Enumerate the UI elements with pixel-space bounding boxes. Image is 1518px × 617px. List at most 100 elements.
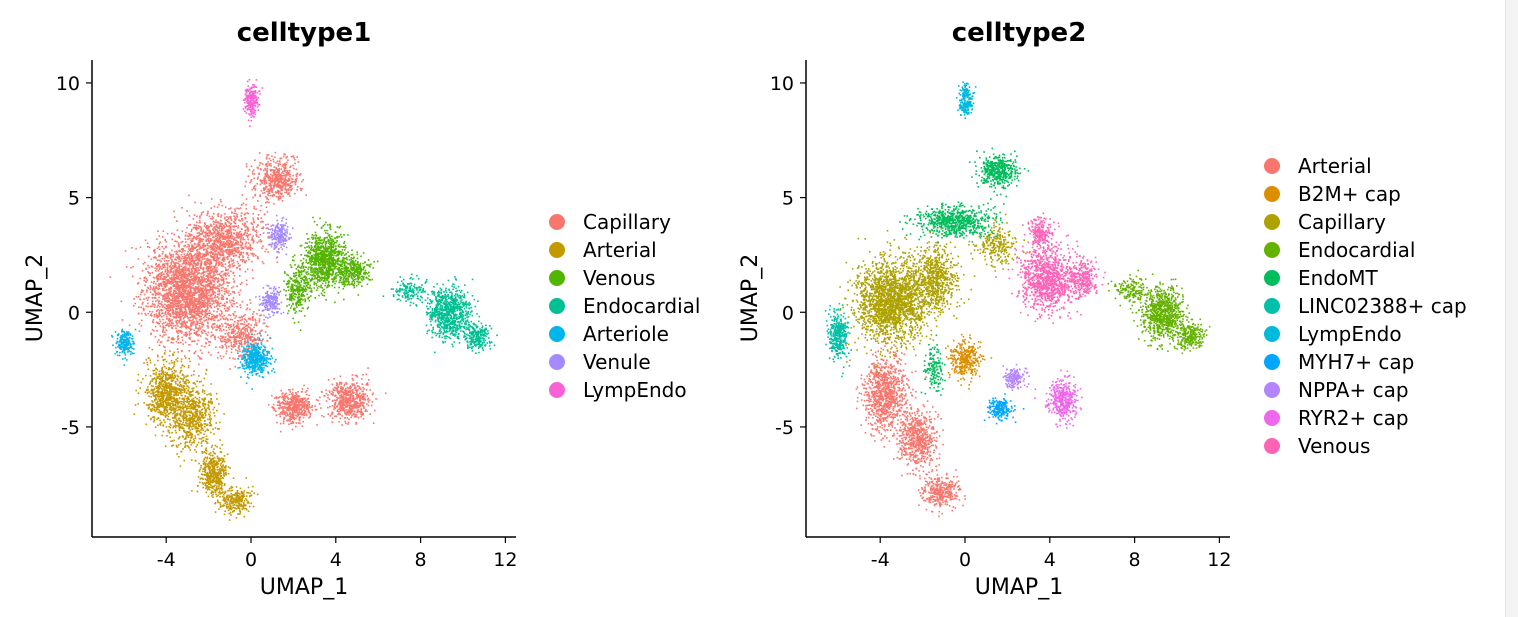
- point: [278, 190, 281, 193]
- point: [209, 312, 212, 315]
- point: [216, 326, 218, 328]
- point: [236, 327, 238, 329]
- point: [175, 292, 177, 295]
- point: [209, 276, 212, 278]
- point: [189, 308, 192, 311]
- point: [262, 227, 264, 230]
- point: [214, 301, 217, 303]
- point: [188, 252, 191, 254]
- point: [232, 278, 235, 280]
- point: [207, 273, 210, 275]
- point: [163, 297, 166, 300]
- point: [195, 259, 198, 261]
- point: [288, 178, 290, 181]
- point: [217, 357, 219, 359]
- point: [164, 300, 166, 303]
- point: [245, 229, 247, 232]
- point: [268, 157, 271, 160]
- point: [192, 277, 194, 280]
- point: [295, 417, 297, 420]
- point: [284, 174, 287, 176]
- point: [236, 322, 239, 324]
- point: [358, 394, 360, 397]
- point: [211, 236, 214, 239]
- point: [244, 338, 246, 341]
- point: [225, 350, 228, 352]
- point: [224, 310, 227, 312]
- point: [205, 288, 207, 290]
- point: [293, 167, 295, 170]
- point: [154, 325, 157, 328]
- point: [234, 210, 236, 212]
- point: [169, 350, 171, 352]
- point: [198, 299, 201, 302]
- point: [170, 254, 173, 256]
- point: [173, 317, 175, 319]
- point: [283, 181, 285, 183]
- point: [275, 192, 278, 194]
- point: [156, 280, 159, 283]
- point: [228, 294, 230, 296]
- point: [221, 289, 223, 292]
- point: [254, 159, 256, 161]
- point: [207, 275, 209, 277]
- point: [162, 278, 165, 281]
- point: [291, 408, 293, 410]
- point: [295, 180, 297, 183]
- point: [233, 334, 235, 337]
- point: [277, 186, 279, 188]
- point: [252, 169, 255, 171]
- point: [162, 325, 164, 328]
- point: [233, 232, 235, 234]
- point: [194, 279, 197, 281]
- point: [278, 195, 280, 197]
- point: [168, 310, 171, 312]
- point: [266, 171, 268, 174]
- point: [212, 267, 214, 270]
- point: [230, 342, 232, 344]
- point: [186, 296, 188, 299]
- point: [207, 247, 209, 249]
- point: [216, 273, 219, 276]
- point: [243, 224, 246, 227]
- point: [191, 228, 193, 231]
- point: [206, 305, 208, 307]
- point: [174, 312, 177, 314]
- point: [197, 252, 200, 255]
- point: [264, 322, 266, 325]
- point: [216, 234, 219, 237]
- point: [191, 234, 193, 236]
- point: [184, 306, 186, 309]
- point: [186, 325, 188, 328]
- point: [194, 257, 197, 259]
- point: [202, 274, 205, 276]
- point: [275, 195, 278, 198]
- point: [247, 348, 250, 350]
- point: [157, 288, 159, 291]
- point: [177, 295, 180, 298]
- point: [180, 309, 183, 312]
- point: [233, 300, 235, 303]
- point: [238, 334, 241, 337]
- point: [220, 222, 223, 225]
- point: [195, 327, 197, 329]
- point: [202, 329, 204, 331]
- point: [183, 257, 186, 259]
- point: [163, 295, 165, 298]
- point: [176, 315, 179, 318]
- point: [186, 321, 188, 323]
- point: [209, 266, 212, 269]
- point: [200, 312, 203, 314]
- point: [236, 214, 239, 216]
- point: [196, 221, 198, 224]
- point: [287, 413, 289, 416]
- point: [147, 270, 149, 273]
- point: [164, 346, 166, 349]
- point: [198, 322, 200, 325]
- point: [245, 203, 247, 206]
- point: [263, 180, 266, 183]
- point: [188, 292, 190, 295]
- point: [183, 268, 186, 270]
- point: [259, 183, 262, 186]
- point: [151, 266, 153, 268]
